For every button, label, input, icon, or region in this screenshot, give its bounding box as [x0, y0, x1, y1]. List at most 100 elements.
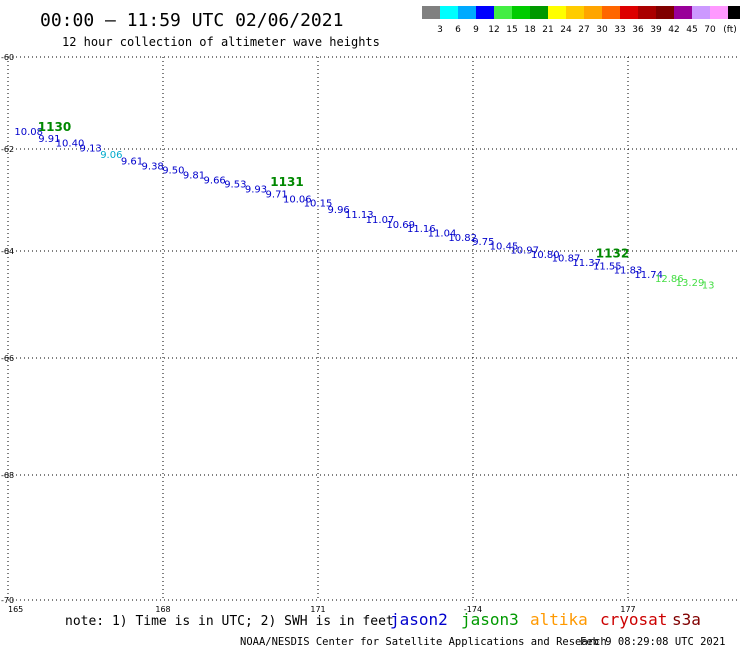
track-time-label: 1131 — [270, 175, 303, 189]
legend-swatch — [674, 6, 692, 19]
lat-label: -66 — [1, 354, 14, 363]
swh-value: 11.04 — [428, 229, 457, 240]
legend-swatch — [548, 6, 566, 19]
swh-value: 10.06 — [283, 195, 312, 206]
swh-value: 10.45 — [490, 241, 519, 252]
lat-label: -62 — [1, 145, 14, 154]
swh-track: 10.089.9110.409.139.069.619.389.509.819.… — [14, 127, 714, 291]
legend-swatch — [692, 6, 710, 19]
swh-value: 9.71 — [266, 189, 288, 200]
satellite-jason3: jason3 — [461, 610, 519, 629]
swh-value: 11.16 — [407, 224, 436, 235]
swh-value: 10.97 — [510, 246, 539, 257]
footer-timestamp: Feb 9 08:29:08 UTC 2021 — [580, 636, 725, 648]
swh-value: 10.40 — [56, 139, 85, 150]
legend-label: 45 — [686, 25, 697, 35]
legend-label: 42 — [668, 25, 679, 35]
legend-swatch — [530, 6, 548, 19]
lon-label: 165 — [8, 605, 23, 614]
legend-swatch — [566, 6, 584, 19]
color-legend: 3 6 9 12 15 18 21 24 27 30 33 36 39 42 45 70 (ft) — [422, 6, 740, 35]
swh-value: 9.96 — [328, 205, 350, 216]
swh-value: 10.15 — [304, 199, 333, 210]
legend-swatch — [710, 6, 728, 19]
lat-label: -60 — [1, 53, 14, 62]
satellite-cryosat: cryosat — [600, 610, 667, 629]
swh-value: 9.81 — [183, 171, 205, 182]
swh-value: 10.82 — [448, 233, 477, 244]
legend-label: 30 — [596, 25, 608, 35]
swh-value: 9.53 — [224, 179, 246, 190]
legend-swatch — [476, 6, 494, 19]
swh-value: 11.07 — [366, 215, 395, 226]
legend-label: 27 — [578, 25, 589, 35]
satellite-altika: altika — [530, 610, 588, 629]
page-title: 00:00 – 11:59 UTC 02/06/2021 — [40, 10, 343, 31]
swh-value: 9.93 — [245, 184, 267, 195]
legend-swatch — [440, 6, 458, 19]
legend-swatch — [728, 6, 740, 19]
swh-value: 11.13 — [345, 210, 374, 221]
swh-value: 9.91 — [38, 134, 60, 145]
satellite-legend: jason2 jason3 altika cryosat s3a — [390, 610, 701, 629]
swh-value: 9.13 — [80, 144, 102, 155]
track-time-labels: 1130 1131 1132 — [38, 120, 629, 261]
swh-value: 9.66 — [204, 176, 226, 187]
swh-value: 11.83 — [614, 265, 643, 276]
swh-value: 9.75 — [472, 237, 494, 248]
page-subtitle: 12 hour collection of altimeter wave hei… — [62, 35, 380, 49]
swh-value: 10.80 — [531, 250, 560, 261]
lat-label: -64 — [1, 247, 14, 256]
legend-swatch — [512, 6, 530, 19]
swh-value: 11.55 — [593, 262, 622, 273]
legend-swatch — [422, 6, 440, 19]
track-time-label: 1130 — [38, 120, 71, 134]
legend-label: 6 — [455, 25, 461, 35]
legend-label: 9 — [473, 25, 479, 35]
legend-label: 3 — [437, 25, 443, 35]
lon-label: 177 — [620, 605, 635, 614]
legend-swatch — [638, 6, 656, 19]
lat-label: -70 — [1, 596, 14, 605]
swh-value: 9.06 — [100, 150, 122, 161]
swh-value: 10.69 — [386, 220, 415, 231]
swh-value: 9.61 — [121, 156, 143, 167]
swh-value: 13.29 — [676, 278, 705, 289]
legend-swatch — [458, 6, 476, 19]
lon-label: 171 — [310, 605, 325, 614]
legend-unit: (ft) — [723, 25, 737, 35]
lat-label: -68 — [1, 471, 14, 480]
lon-label: 168 — [155, 605, 170, 614]
legend-label: 33 — [614, 25, 625, 35]
swh-value: 13 — [702, 280, 715, 291]
legend-label: 36 — [632, 25, 644, 35]
swh-value: 10.87 — [552, 254, 581, 265]
swh-value: 9.50 — [162, 165, 184, 176]
swh-value: 9.38 — [142, 161, 164, 172]
swh-value: 11.74 — [634, 270, 663, 281]
map-grid — [7, 56, 740, 601]
swh-value: 10.08 — [14, 127, 43, 138]
legend-label: 21 — [542, 25, 553, 35]
legend-swatch — [584, 6, 602, 19]
legend-swatch — [620, 6, 638, 19]
satellite-s3a: s3a — [672, 610, 701, 629]
track-time-label: 1132 — [596, 247, 629, 261]
swh-value: 11.37 — [572, 258, 601, 269]
legend-label: 18 — [524, 25, 536, 35]
legend-label: 15 — [506, 25, 517, 35]
legend-swatch — [656, 6, 674, 19]
satellite-jason2: jason2 — [390, 610, 448, 629]
legend-label: 24 — [560, 25, 572, 35]
legend-label: 12 — [488, 25, 499, 35]
legend-swatch — [602, 6, 620, 19]
footer-credit: NOAA/NESDIS Center for Satellite Applica… — [240, 636, 607, 648]
footer-note: note: 1) Time is in UTC; 2) SWH is in fe… — [65, 614, 394, 629]
swh-value: 12.86 — [655, 274, 684, 285]
legend-swatch — [494, 6, 512, 19]
legend-label: 70 — [704, 25, 716, 35]
lon-label: -174 — [464, 605, 482, 614]
legend-label: 39 — [650, 25, 662, 35]
